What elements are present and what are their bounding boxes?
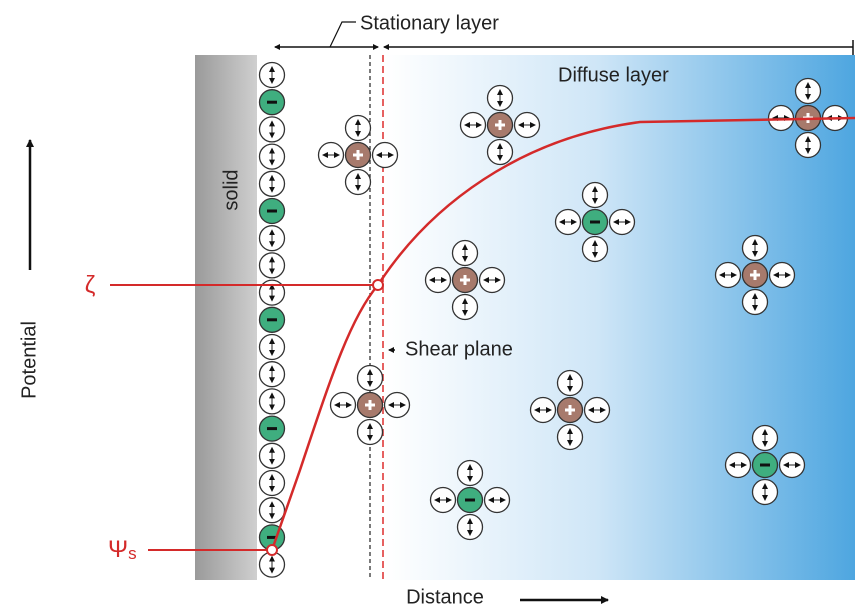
- distance-label: Distance: [406, 586, 484, 608]
- psi-subscript: s: [128, 544, 137, 563]
- stationary-layer-label: Stationary layer: [360, 12, 499, 34]
- potential-label: Potential: [18, 321, 40, 399]
- solid-label: solid: [220, 169, 242, 210]
- solid-region: [195, 55, 257, 580]
- zeta-label: ζ: [85, 271, 96, 298]
- diffuse-layer-label: Diffuse layer: [558, 64, 669, 86]
- psi-symbol: Ψ: [108, 536, 128, 563]
- psi-label: Ψs: [108, 536, 137, 563]
- diagram: solid Stationary layer Diffuse layer ζ Ψ…: [0, 0, 855, 613]
- shear-plane-label: Shear plane: [405, 338, 513, 360]
